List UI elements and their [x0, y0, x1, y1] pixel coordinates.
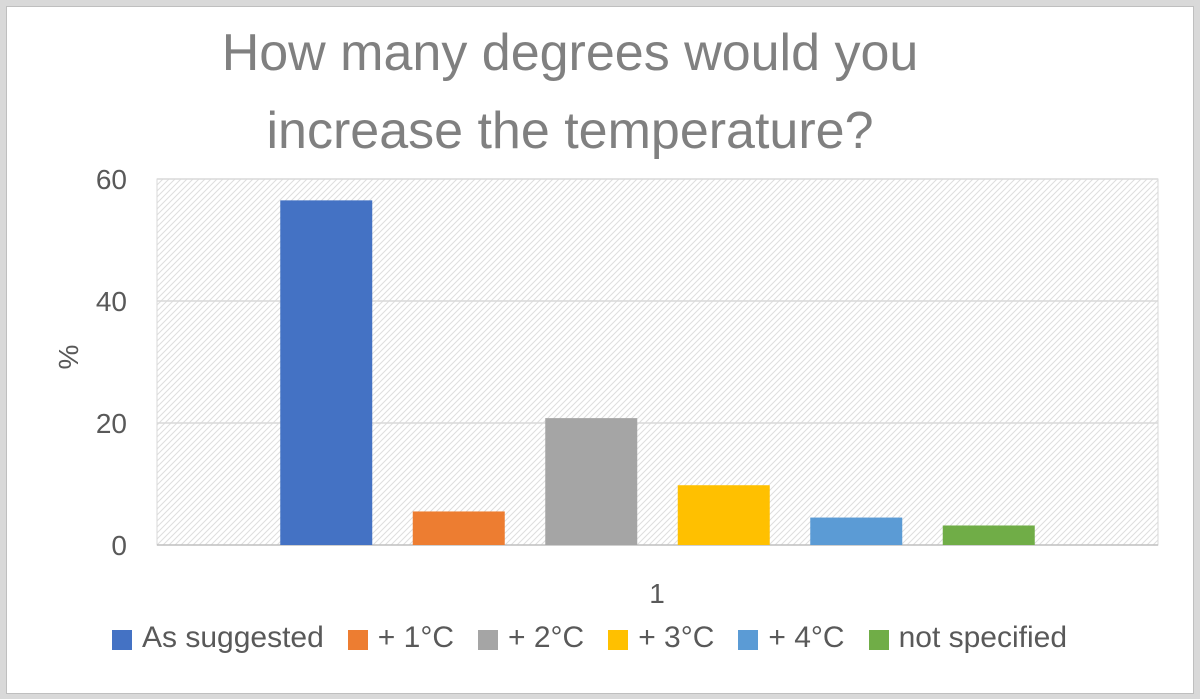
legend-label: + 4°C: [768, 621, 845, 654]
bar-3-c: [677, 485, 770, 545]
bar-4-c: [810, 517, 903, 545]
chart-title-line-1: How many degrees would you: [221, 24, 919, 82]
legend-swatch: [868, 630, 889, 650]
legend-label: As suggested: [142, 621, 324, 654]
legend-label: + 1°C: [377, 621, 454, 654]
y-tick-label: 20: [96, 408, 127, 439]
y-tick-labels: 0 20 40 60: [96, 164, 127, 561]
legend-swatch: [347, 630, 368, 650]
legend-label: + 2°C: [507, 621, 585, 654]
legend-swatch: [608, 630, 629, 650]
bar-1-c: [412, 511, 505, 545]
y-tick-label: 40: [96, 286, 127, 317]
legend: As suggested + 1°C + 2°C + 3°C + 4°C not spec…: [0, 612, 1200, 662]
y-tick-label: 60: [96, 164, 127, 195]
bar-not-specified: [942, 525, 1035, 545]
y-axis-title: %: [53, 345, 84, 370]
y-tick-label: 0: [111, 530, 127, 561]
legend-label: + 3°C: [638, 621, 715, 654]
legend-swatch: [738, 630, 759, 650]
legend-label: not specified: [898, 621, 1068, 654]
legend-swatch: [112, 630, 132, 650]
bars: [280, 200, 1035, 545]
x-tick-label: 1: [649, 578, 665, 609]
chart-title-line-2: increase the temperature?: [266, 102, 874, 160]
bar-2-c: [545, 418, 638, 545]
legend-swatch: [477, 630, 498, 650]
bar-as-suggested: [280, 200, 373, 545]
